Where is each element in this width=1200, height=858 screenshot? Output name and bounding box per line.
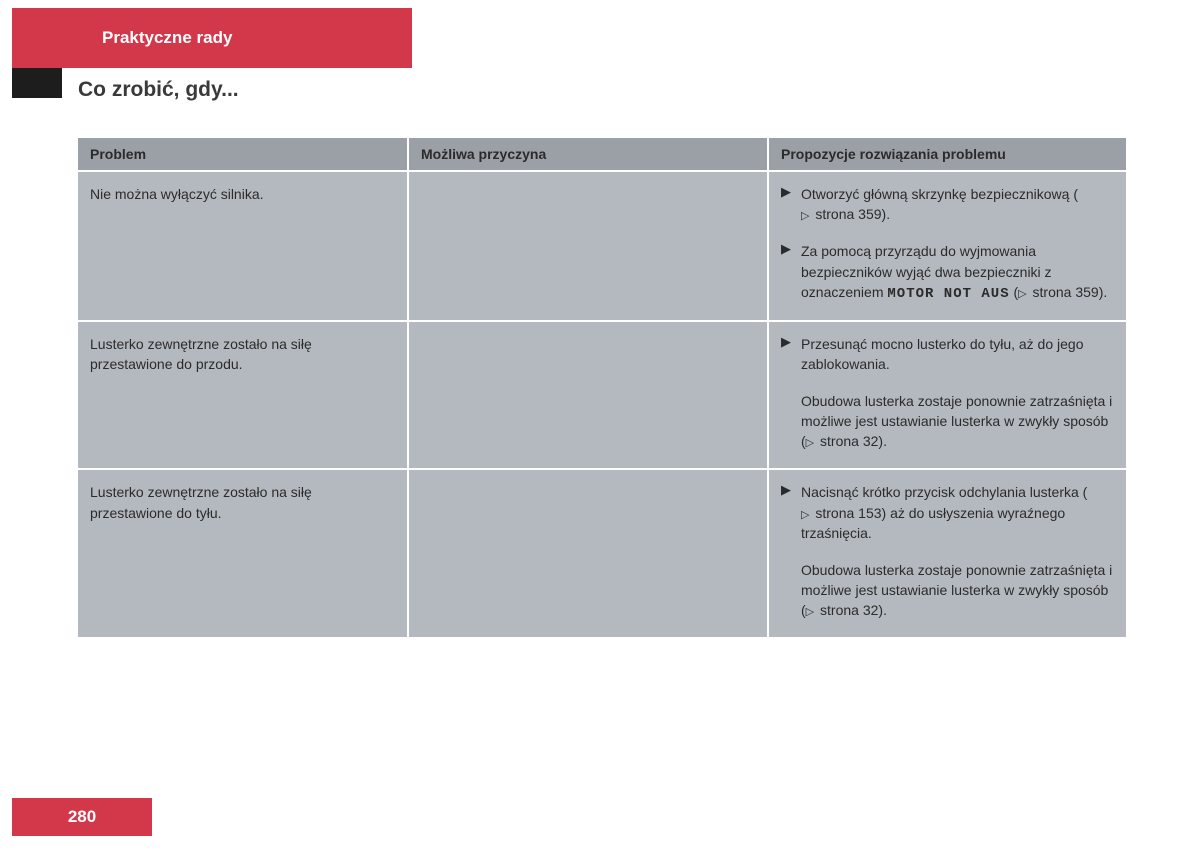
page-reference: strona 359 — [1018, 282, 1099, 303]
black-accent — [12, 68, 62, 98]
solution-text: Nacisnąć krótko przycisk odchylania lust… — [801, 482, 1114, 544]
solution-text: Obudowa lusterka zostaje ponownie zatrza… — [801, 560, 1114, 622]
solution-item: ▶Przesunąć mocno lusterko do tyłu, aż do… — [781, 334, 1114, 375]
cell-solution: ▶Nacisnąć krótko przycisk odchylania lus… — [768, 469, 1126, 637]
solution-text: Za pomocą przyrządu do wyjmowania bezpie… — [801, 241, 1114, 304]
table-row: Nie można wyłączyć silnika. ▶Otworzyć głó… — [78, 171, 1126, 321]
page-number: 280 — [68, 807, 96, 827]
solution-item: ▶Nacisnąć krótko przycisk odchylania lus… — [781, 482, 1114, 544]
cell-cause — [408, 469, 768, 637]
page-reference: strona 32 — [806, 600, 879, 621]
cell-cause — [408, 171, 768, 321]
cell-problem: Lusterko zewnętrzne zostało na siłę prze… — [78, 469, 408, 637]
bullet-triangle-icon: ▶ — [781, 482, 793, 544]
table-row: Lusterko zewnętrzne zostało na siłę prze… — [78, 321, 1126, 469]
bullet-triangle-icon: ▶ — [781, 241, 793, 304]
cell-solution: ▶Przesunąć mocno lusterko do tyłu, aż do… — [768, 321, 1126, 469]
cell-cause — [408, 321, 768, 469]
solution-text: Przesunąć mocno lusterko do tyłu, aż do … — [801, 334, 1114, 375]
cell-problem: Nie można wyłączyć silnika. — [78, 171, 408, 321]
solution-item: ▶Za pomocą przyrządu do wyjmowania bezpi… — [781, 241, 1114, 304]
section-tab-title: Praktyczne rady — [102, 28, 232, 48]
bullet-triangle-icon: ▶ — [781, 184, 793, 225]
col-header-cause: Możliwa przyczyna — [408, 138, 768, 171]
page-reference: strona 32 — [806, 431, 879, 452]
cell-problem: Lusterko zewnętrzne zostało na siłę prze… — [78, 321, 408, 469]
section-tab: Praktyczne rady — [12, 8, 412, 68]
page-reference: strona 359 — [801, 204, 882, 225]
solution-item: ▶Obudowa lusterka zostaje ponownie zatrz… — [781, 560, 1114, 622]
troubleshoot-table: Problem Możliwa przyczyna Propozycje roz… — [78, 138, 1126, 637]
page-number-box: 280 — [12, 798, 152, 836]
mono-label: MOTOR NOT AUS — [887, 286, 1009, 302]
col-header-solution: Propozycje rozwiązania problemu — [768, 138, 1126, 171]
col-header-problem: Problem — [78, 138, 408, 171]
page-subtitle: Co zrobić, gdy... — [78, 78, 239, 102]
troubleshoot-table-wrap: Problem Możliwa przyczyna Propozycje roz… — [78, 138, 1126, 637]
cell-solution: ▶Otworzyć główną skrzynkę bezpiecznikową… — [768, 171, 1126, 321]
solution-item: ▶Obudowa lusterka zostaje ponownie zatrz… — [781, 391, 1114, 453]
solution-text: Obudowa lusterka zostaje ponownie zatrza… — [801, 391, 1114, 453]
solution-text: Otworzyć główną skrzynkę bezpiecznikową … — [801, 184, 1114, 225]
solution-item: ▶Otworzyć główną skrzynkę bezpiecznikową… — [781, 184, 1114, 225]
page-reference: strona 153 — [801, 503, 882, 524]
bullet-triangle-icon: ▶ — [781, 334, 793, 375]
table-row: Lusterko zewnętrzne zostało na siłę prze… — [78, 469, 1126, 637]
